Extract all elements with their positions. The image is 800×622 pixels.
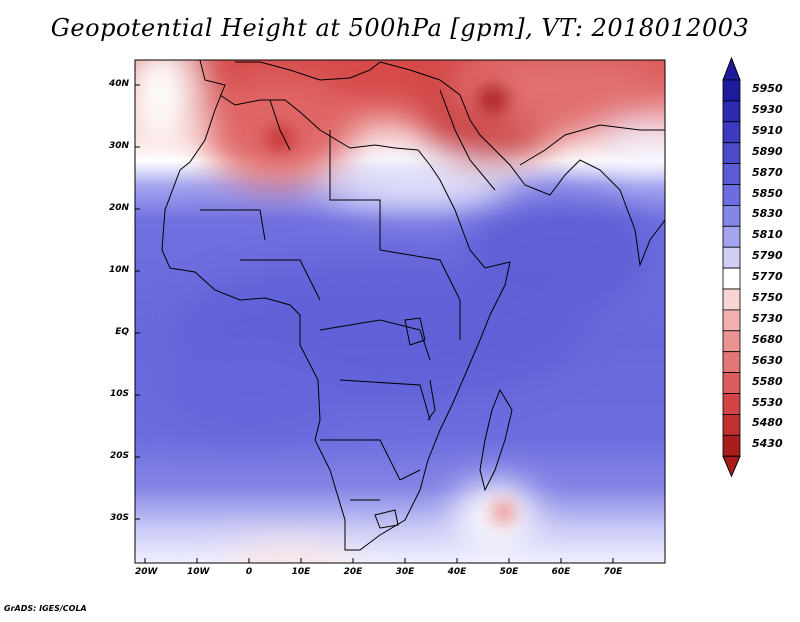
colorbar-label: 5730 — [752, 311, 783, 325]
colorbar-label: 5810 — [752, 228, 783, 242]
lon-label: 50E — [499, 567, 519, 577]
colorbar-label: 5530 — [752, 395, 783, 409]
lat-label: 10S — [109, 389, 129, 399]
lat-label: EQ — [115, 327, 129, 337]
lon-label: 10W — [187, 567, 210, 577]
colorbar-swatch — [722, 330, 741, 353]
colorbar-label: 5930 — [752, 102, 783, 116]
colorbar-label: 5870 — [752, 165, 783, 179]
colorbar-swatch — [722, 372, 741, 394]
colorbar-label: 5850 — [752, 186, 783, 200]
colorbar-label: 5680 — [752, 332, 783, 346]
colorbar-swatch — [722, 413, 741, 436]
lat-label: 20S — [109, 451, 129, 461]
colorbar-swatch — [722, 309, 741, 332]
colorbar-label: 5950 — [752, 82, 783, 95]
colorbar-swatch — [722, 184, 741, 206]
colorbar-label: 5750 — [752, 291, 783, 304]
colorbar-label: 5790 — [752, 249, 783, 263]
lon-label: 10E — [291, 567, 311, 577]
colorbar-swatch — [722, 204, 741, 227]
colorbar-swatch — [722, 225, 741, 248]
colorbar-label: 5910 — [752, 123, 783, 137]
height-field — [135, 60, 665, 563]
colorbar-label: 5830 — [752, 207, 783, 221]
colorbar-swatch — [722, 288, 741, 311]
lon-label: 20W — [135, 567, 158, 577]
colorbar-swatch — [722, 393, 741, 415]
colorbar-label: 5480 — [752, 416, 783, 430]
map-frame — [134, 59, 666, 564]
lat-label: 30N — [108, 141, 129, 151]
credit-label: GrADS: IGES/COLA — [4, 604, 87, 613]
colorbar-label: 5630 — [752, 353, 783, 367]
colorbar-swatch — [722, 79, 741, 102]
colorbar-bottom-arrow — [722, 455, 741, 478]
map-title: Geopotential Height at 500hPa [gpm], VT:… — [50, 14, 750, 42]
lon-tick-marks — [144, 558, 614, 563]
colorbar-swatch — [722, 351, 741, 374]
colorbar-swatch — [722, 163, 741, 185]
lon-label: 30E — [395, 567, 415, 577]
colorbar-label: 5770 — [752, 270, 783, 284]
colorbar-top-arrow — [722, 56, 741, 81]
colorbar-swatch — [722, 246, 741, 269]
lat-label: 40N — [108, 79, 129, 89]
colorbar-swatch — [722, 267, 741, 290]
colorbar-label: 5430 — [752, 437, 783, 451]
colorbar-swatch — [722, 121, 741, 144]
lat-label: 20N — [108, 203, 129, 213]
colorbar-swatch — [722, 142, 741, 164]
colorbar-swatch — [722, 100, 741, 123]
lat-label: 10N — [108, 265, 129, 275]
lon-label: 40E — [447, 567, 467, 577]
lon-label: 60E — [551, 567, 571, 577]
colorbar-swatch — [722, 434, 741, 457]
lon-label: 0 — [245, 567, 253, 577]
colorbar-label: 5890 — [752, 144, 783, 158]
lon-label: 70E — [603, 567, 623, 577]
coastlines — [161, 60, 665, 551]
colorbar-label: 5580 — [752, 374, 783, 388]
lon-label: 20E — [343, 567, 363, 577]
lat-label: 30S — [109, 513, 129, 523]
lat-tick-marks — [135, 84, 140, 520]
colorbar — [722, 56, 741, 478]
